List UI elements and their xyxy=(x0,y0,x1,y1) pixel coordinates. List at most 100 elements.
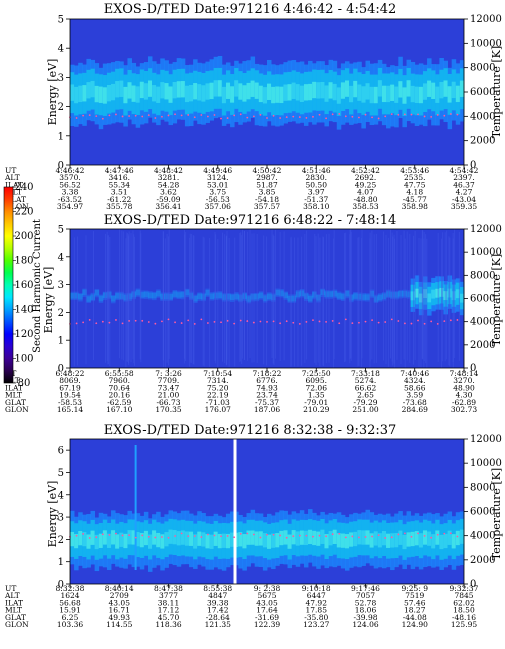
band-column xyxy=(291,294,297,303)
noise-streak xyxy=(118,229,120,359)
noise-streak xyxy=(426,238,428,368)
temperature-point xyxy=(101,320,104,323)
ephemeris-value: 122.39 xyxy=(254,620,280,629)
temperature-point xyxy=(351,535,354,538)
ephemeris-value: -45.77 xyxy=(403,195,427,204)
temperature-point xyxy=(266,117,268,119)
noise-streak xyxy=(121,230,123,360)
band-peak xyxy=(308,83,313,101)
ephemeris-value: 4.07 xyxy=(357,188,374,197)
ephemeris-label: MLT xyxy=(5,188,22,197)
band-column-core xyxy=(111,295,116,302)
noise-streak xyxy=(234,237,236,367)
ephemeris-value: 9: 2:38 xyxy=(254,584,281,593)
ephemeris-value: 121.35 xyxy=(205,620,231,629)
y-tick-label: 5 xyxy=(58,15,64,26)
y2-tick-label: 6000 xyxy=(470,507,495,518)
colorbar-ticks: 80 100 120 140 160 180 200 220 240 xyxy=(13,182,34,389)
noise-streak xyxy=(317,233,319,363)
ephemeris-value: 1624 xyxy=(60,591,79,600)
temperature-point xyxy=(180,322,183,324)
band-peak xyxy=(377,533,383,548)
band-column-core xyxy=(115,293,120,299)
noise-streak xyxy=(393,234,395,364)
temperature-point xyxy=(292,321,295,324)
band-peak xyxy=(398,530,403,545)
band-peak xyxy=(414,531,420,546)
ephemeris-label: ALT xyxy=(4,591,20,600)
temperature-point xyxy=(220,321,222,324)
ephemeris-value: -51.37 xyxy=(304,195,328,204)
band-peak xyxy=(283,530,288,545)
ephemeris-value: 2.65 xyxy=(357,391,374,400)
ephemeris-value: 58.66 xyxy=(404,383,426,392)
temperature-point xyxy=(344,536,347,539)
band-peak xyxy=(172,82,178,99)
ephemeris-value: -63.52 xyxy=(58,195,82,204)
band-column-core xyxy=(381,293,387,299)
band-peak xyxy=(189,531,194,546)
temperature-point xyxy=(272,114,275,117)
temperature-point xyxy=(200,536,203,538)
y2-tick-label: 12000 xyxy=(470,224,502,235)
band-column xyxy=(147,291,153,300)
temperature-point xyxy=(436,114,439,116)
band-peak xyxy=(332,529,338,544)
ephemeris-label: GLAT xyxy=(5,398,26,407)
band-peak xyxy=(131,530,137,545)
noise-streak xyxy=(263,235,265,365)
band-column-core xyxy=(234,293,239,300)
band-peak xyxy=(258,85,264,103)
band-peak xyxy=(279,86,284,104)
band-column xyxy=(262,294,268,303)
ephemeris-value: 4.18 xyxy=(406,188,423,197)
panel-2-y2label: Temperature [K] xyxy=(490,254,503,346)
ephemeris-label: GLON xyxy=(5,620,29,629)
ephemeris-value: 3270. xyxy=(453,376,474,385)
noise-streak xyxy=(202,236,204,366)
ephemeris-value: -48.16 xyxy=(452,613,476,622)
noise-streak xyxy=(240,232,242,362)
noise-streak xyxy=(193,235,195,365)
noise-streak xyxy=(345,232,347,362)
band-peak xyxy=(443,291,448,301)
band-peak xyxy=(94,534,100,550)
band-peak xyxy=(168,529,174,544)
band-column xyxy=(152,291,157,301)
band-peak xyxy=(406,80,412,97)
band-column-core xyxy=(82,289,87,296)
ephemeris-value: 124.90 xyxy=(402,620,428,629)
band-peak xyxy=(447,530,453,545)
panel-1-plot: 0 1 2 3 4 5 0 2000 4000 6000 8000 10000 12000 xyxy=(58,14,502,172)
temperature-point xyxy=(279,117,282,119)
noise-streak xyxy=(93,231,95,361)
noise-streak xyxy=(214,231,216,361)
noise-streak xyxy=(122,231,124,361)
ephemeris-value: 38.11 xyxy=(158,598,179,607)
band-peak xyxy=(98,533,104,548)
noise-streak xyxy=(394,238,396,368)
ephemeris-value: 8069. xyxy=(59,376,80,385)
band-column xyxy=(193,294,198,303)
band-peak xyxy=(410,531,416,547)
noise-streak xyxy=(383,231,385,361)
noise-streak xyxy=(256,233,258,363)
band-peak xyxy=(287,534,293,549)
temperature-point xyxy=(305,534,308,537)
temperature-point xyxy=(390,113,393,115)
noise-streak xyxy=(404,238,406,368)
noise-streak xyxy=(343,233,345,363)
colorbar-tick-label: 100 xyxy=(14,354,33,365)
temperature-point xyxy=(298,534,301,537)
band-column-core xyxy=(168,294,174,300)
noise-streak xyxy=(392,236,394,366)
band-peak xyxy=(106,84,112,102)
band-peak xyxy=(328,82,334,99)
band-column xyxy=(246,294,251,304)
ephemeris-label: UT xyxy=(5,166,16,175)
band-peak xyxy=(262,533,268,548)
colorbar-label: Second Harmonic Current xyxy=(32,219,43,353)
ephemeris-value: 54.28 xyxy=(158,180,180,189)
band-peak xyxy=(361,86,366,103)
noise-streak xyxy=(139,230,141,360)
